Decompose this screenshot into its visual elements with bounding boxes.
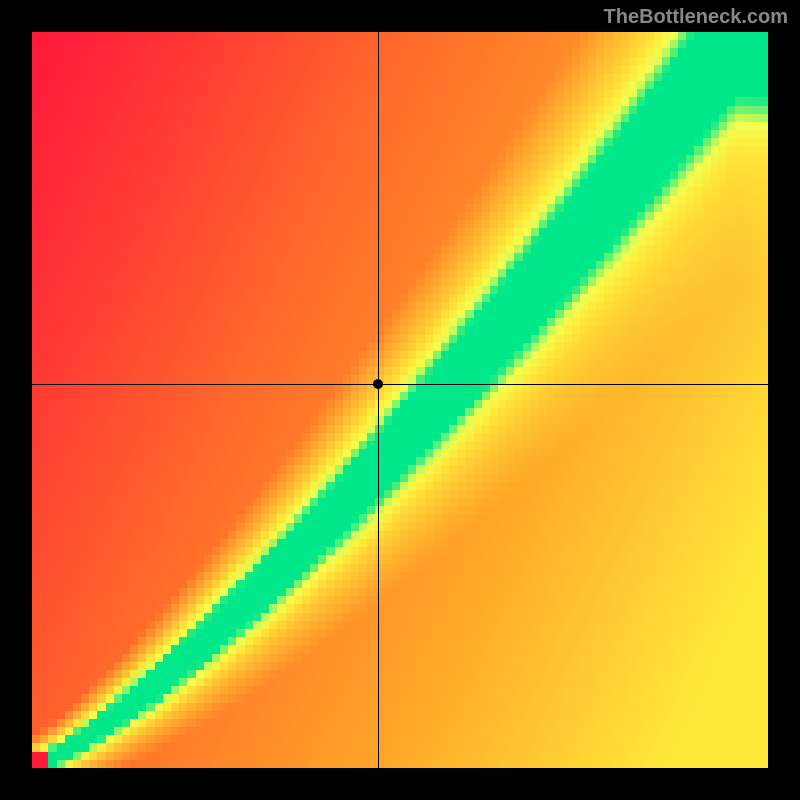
watermark: TheBottleneck.com	[604, 6, 788, 29]
crosshair-horizontal	[32, 384, 768, 385]
crosshair-point	[373, 379, 383, 389]
crosshair-vertical	[378, 32, 379, 768]
bottleneck-heatmap	[32, 32, 768, 768]
heatmap-grid	[32, 32, 768, 768]
